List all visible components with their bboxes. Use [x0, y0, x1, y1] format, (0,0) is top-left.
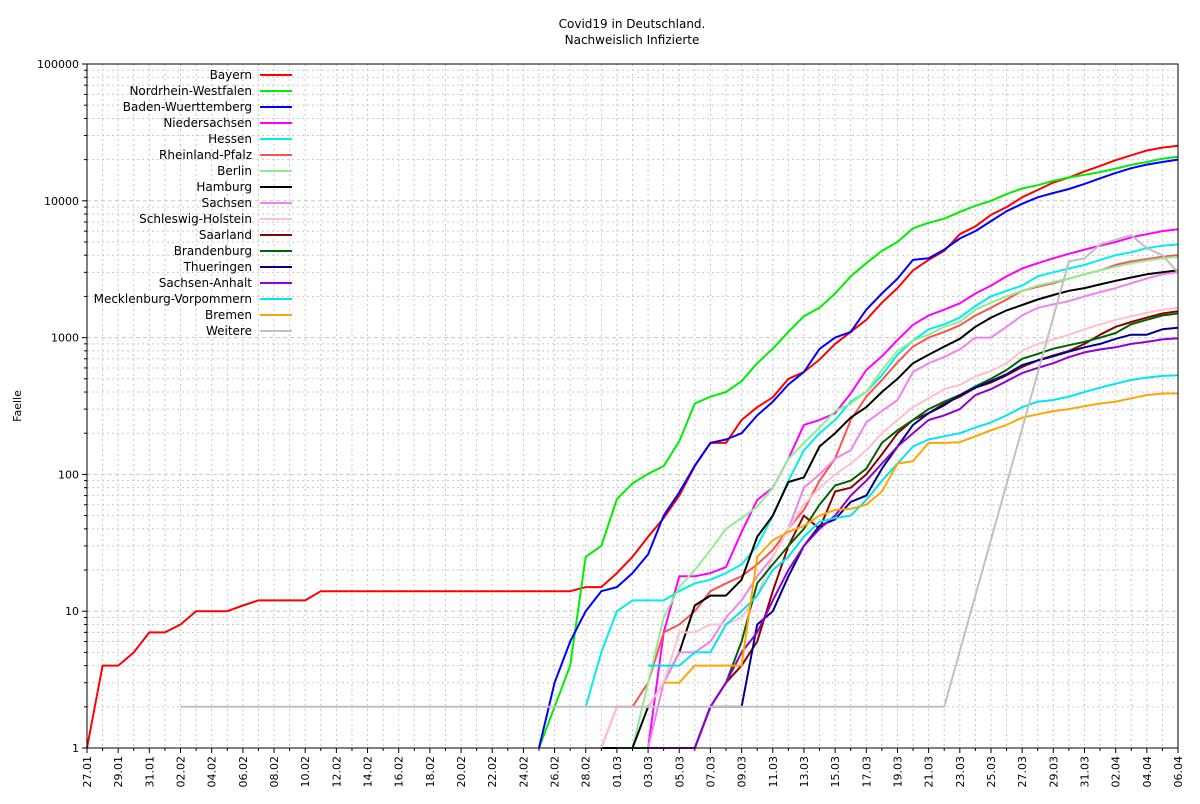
- x-tick-label: 15.03: [829, 756, 842, 788]
- x-tick-label: 02.02: [175, 756, 188, 788]
- y-tick-label: 1000: [51, 332, 79, 345]
- x-tick-label: 22.02: [486, 756, 499, 788]
- y-tick-label: 1: [72, 742, 79, 755]
- series-layer: [86, 144, 1179, 749]
- x-tick-label: 08.02: [268, 756, 281, 788]
- y-tick-label: 100000: [37, 58, 79, 71]
- series-line-mecklenburg-vorpommern: [648, 374, 1179, 667]
- series-line-bremen: [663, 392, 1178, 684]
- x-tick-label: 19.03: [891, 756, 904, 788]
- x-tick-label: 27.03: [1016, 756, 1029, 788]
- legend-label: Niedersachsen: [163, 116, 252, 130]
- legend-label: Weitere: [206, 324, 252, 338]
- series-line-weitere: [180, 234, 1179, 708]
- legend: Bayern Nordrhein-Westfalen Baden-Wuerttemb…: [94, 68, 292, 338]
- series-line-hamburg: [601, 269, 1179, 749]
- x-tick-label: 28.02: [580, 756, 593, 788]
- legend-label: Berlin: [217, 164, 252, 178]
- legend-label: Sachsen: [202, 196, 252, 210]
- x-tick-label: 20.02: [455, 756, 468, 788]
- x-tick-label: 05.03: [673, 756, 686, 788]
- x-tick-label: 29.03: [1047, 756, 1060, 788]
- x-tick-label: 23.03: [954, 756, 967, 788]
- x-tick-label: 04.02: [206, 756, 219, 788]
- legend-label: Baden-Wuerttemberg: [123, 100, 252, 114]
- grid-layer: [87, 64, 1178, 748]
- legend-label: Bremen: [205, 308, 252, 322]
- x-tick-label: 18.02: [424, 756, 437, 788]
- y-axis-label: Faelle: [11, 390, 24, 422]
- x-tick-label: 27.01: [81, 756, 94, 788]
- legend-label: Hessen: [208, 132, 252, 146]
- legend-label: Rheinland-Pfalz: [159, 148, 252, 162]
- y-tick-label: 100: [58, 468, 79, 481]
- legend-label: Mecklenburg-Vorpommern: [94, 292, 252, 306]
- series-line-schleswig-holstein: [585, 306, 1179, 749]
- legend-label: Hamburg: [196, 180, 252, 194]
- x-tick-label: 16.02: [393, 756, 406, 788]
- axis-layer: 1 10 100 1000 10000 100000 27.01 29.01 31.01 02.0…: [37, 58, 1185, 788]
- legend-label: Brandenburg: [174, 244, 252, 258]
- legend-label: Bayern: [210, 68, 252, 82]
- x-tick-label: 03.03: [642, 756, 655, 788]
- series-line-berlin: [631, 255, 1179, 749]
- legend-label: Sachsen-Anhalt: [159, 276, 253, 290]
- x-tick-label: 10.02: [299, 756, 312, 788]
- x-tick-label: 04.04: [1141, 756, 1154, 788]
- series-line-nordrhein-westfalen: [538, 155, 1179, 749]
- x-tick-label: 21.03: [923, 756, 936, 788]
- x-tick-label: 31.01: [143, 756, 156, 788]
- x-tick-label: 14.02: [362, 756, 375, 788]
- series-line-sachsen: [632, 271, 1179, 749]
- x-tick-label: 06.02: [237, 756, 250, 788]
- x-tick-label: 24.02: [517, 756, 530, 788]
- legend-label: Thueringen: [183, 260, 252, 274]
- x-tick-label: 11.03: [767, 756, 780, 788]
- series-line-bayern: [86, 144, 1179, 749]
- x-tick-label: 25.03: [985, 756, 998, 788]
- series-line-niedersachsen: [647, 228, 1179, 749]
- x-tick-label: 01.03: [611, 756, 624, 788]
- x-tick-label: 29.01: [112, 756, 125, 788]
- series-line-sachsen-anhalt: [648, 337, 1179, 749]
- legend-label: Saarland: [199, 228, 252, 242]
- y-tick-label: 10000: [44, 195, 79, 208]
- x-tick-label: 06.04: [1172, 756, 1185, 788]
- legend-label: Schleswig-Holstein: [139, 212, 252, 226]
- x-tick-label: 09.03: [736, 756, 749, 788]
- series-line-baden-wuerttemberg: [538, 158, 1179, 749]
- x-tick-label: 31.03: [1078, 756, 1091, 788]
- x-tick-label: 12.02: [330, 756, 343, 788]
- x-tick-label: 13.03: [798, 756, 811, 788]
- x-tick-label: 26.02: [549, 756, 562, 788]
- series-line-hessen: [584, 243, 1179, 708]
- legend-label: Nordrhein-Westfalen: [129, 84, 252, 98]
- x-tick-label: 07.03: [704, 756, 717, 788]
- chart-title: Covid19 in Deutschland.: [559, 17, 706, 31]
- y-tick-label: 10: [65, 605, 79, 618]
- x-tick-label: 02.04: [1110, 756, 1123, 788]
- x-tick-label: 17.03: [860, 756, 873, 788]
- chart-subtitle: Nachweislich Infizierte: [565, 33, 700, 47]
